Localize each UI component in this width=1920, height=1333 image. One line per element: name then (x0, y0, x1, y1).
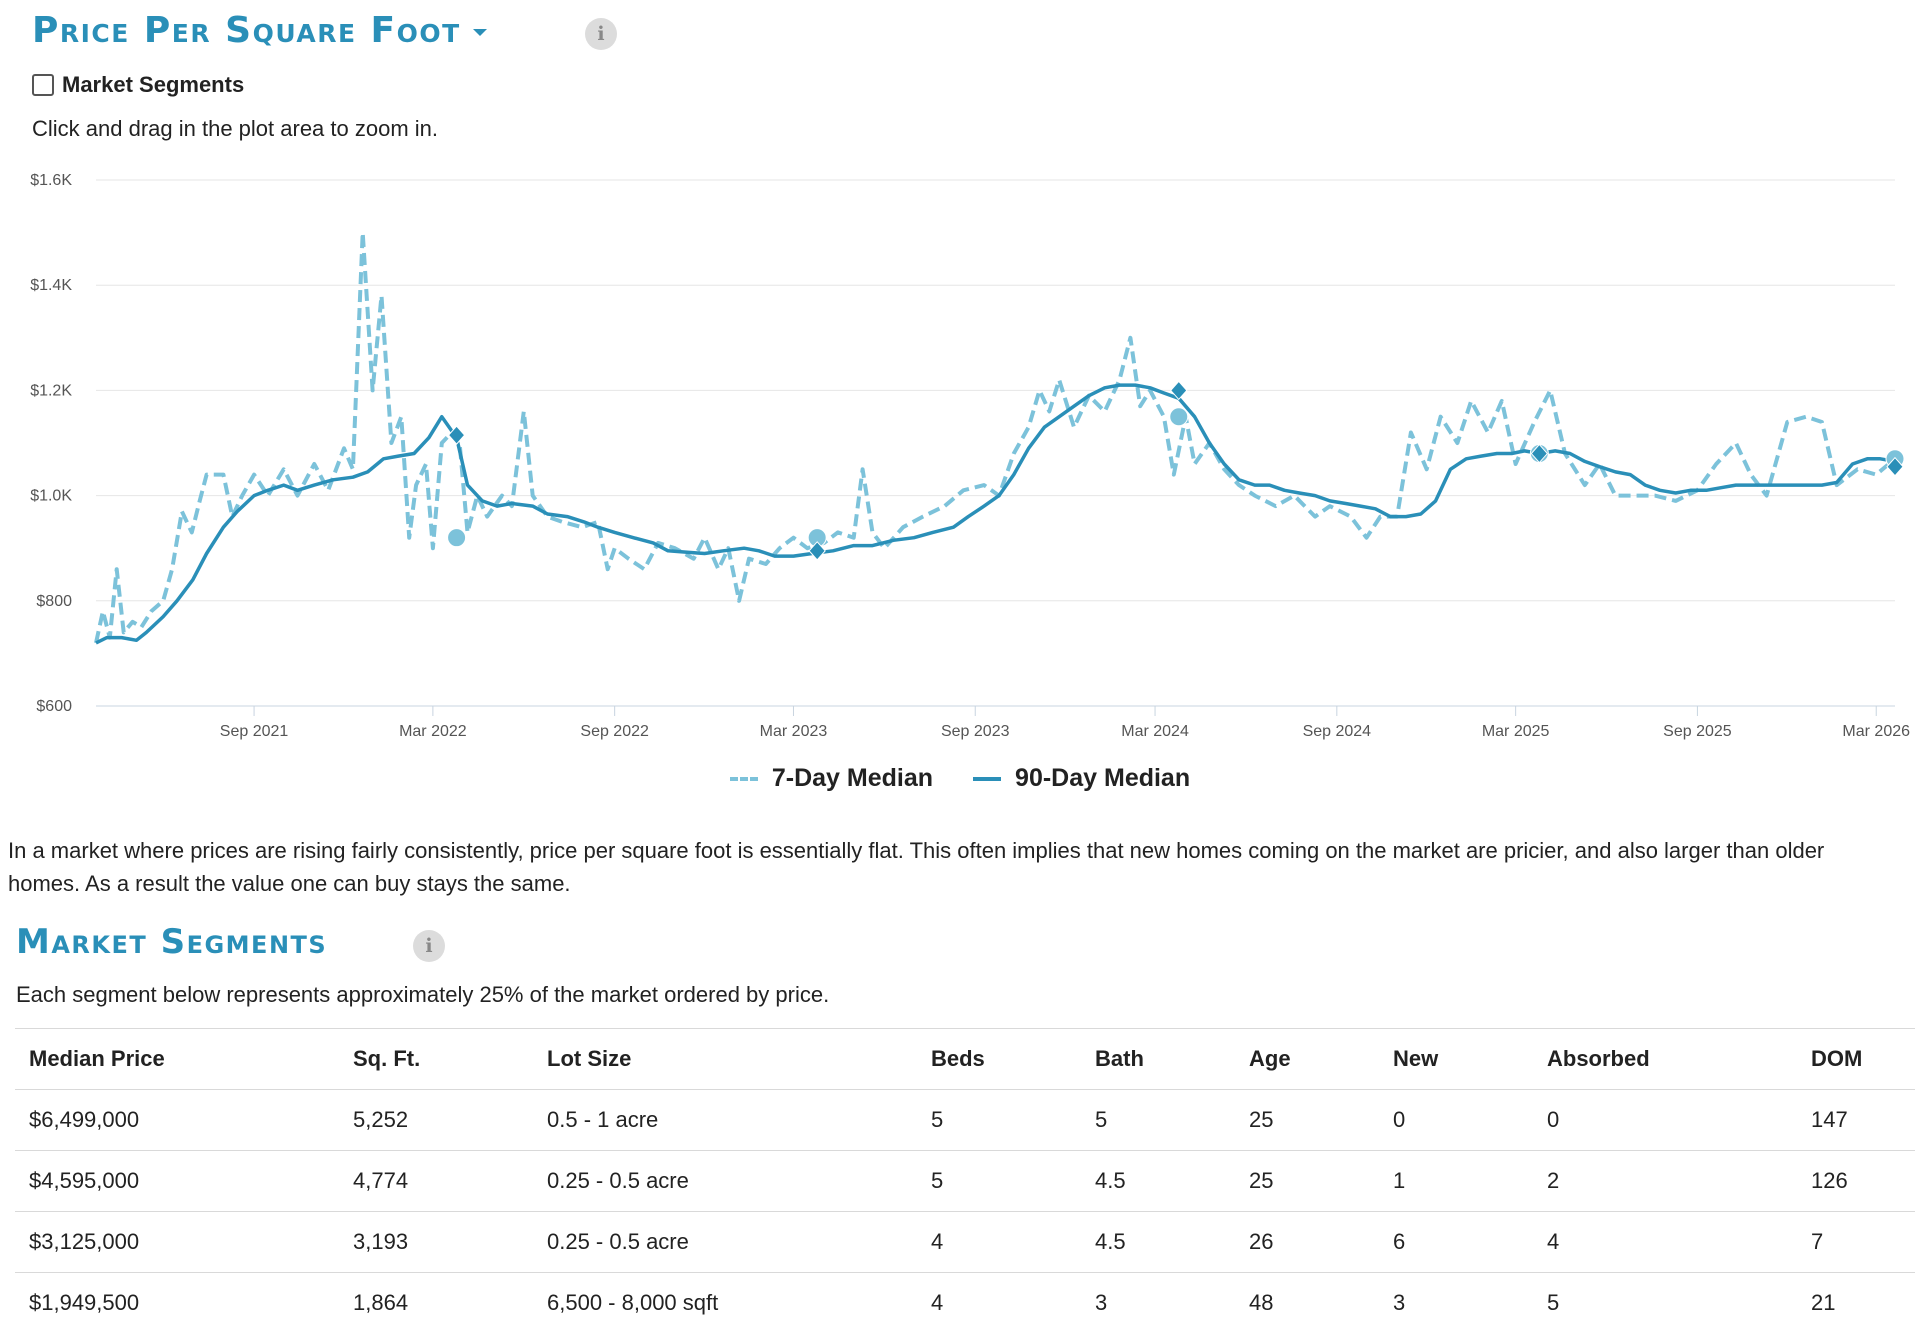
column-header: Absorbed (1533, 1029, 1797, 1090)
zoom-hint: Click and drag in the plot area to zoom … (32, 116, 438, 142)
legend-item-7-day-median[interactable]: 7-Day Median (730, 764, 933, 793)
x-tick-label: Sep 2025 (1663, 723, 1732, 740)
table-cell: 25 (1235, 1151, 1379, 1212)
table-cell: 5 (1081, 1090, 1235, 1151)
table-cell: 6 (1379, 1212, 1533, 1273)
table-cell: 4.5 (1081, 1212, 1235, 1273)
point-marker-7-day (448, 529, 466, 547)
y-tick-label: $600 (36, 698, 72, 715)
y-tick-label: $1.0K (30, 488, 72, 505)
market-segments-checkbox-label: Market Segments (62, 72, 244, 98)
segments-subtitle: Each segment below represents approximat… (16, 982, 829, 1008)
table-cell: 3 (1379, 1273, 1533, 1333)
table-cell: 3 (1081, 1273, 1235, 1333)
table-cell: 0.25 - 0.5 acre (533, 1151, 917, 1212)
segments-title: Market Segments (16, 922, 327, 962)
solid-line-swatch (973, 777, 1001, 781)
table-cell: $6,499,000 (15, 1090, 339, 1151)
column-header: Median Price (15, 1029, 339, 1090)
column-header: New (1379, 1029, 1533, 1090)
table-cell: $3,125,000 (15, 1212, 339, 1273)
price-per-sqft-chart[interactable]: $600 $800 $1.0K $1.2K $1.4K $1.6K Sep 2021 Mar … (0, 160, 1920, 760)
table-cell: 4 (1533, 1212, 1797, 1273)
table-cell: 6,500 - 8,000 sqft (533, 1273, 917, 1333)
chevron-down-icon (473, 29, 487, 36)
chart-description: In a market where prices are rising fair… (8, 834, 1888, 900)
table-cell: 48 (1235, 1273, 1379, 1333)
x-tick-label: Mar 2022 (399, 723, 467, 740)
table-cell: 4 (917, 1212, 1081, 1273)
dashed-line-swatch (730, 777, 758, 781)
x-tick-label: Mar 2025 (1482, 723, 1550, 740)
x-tick-label: Mar 2026 (1842, 723, 1910, 740)
table-cell: 21 (1797, 1273, 1915, 1333)
table-cell: 5 (917, 1151, 1081, 1212)
column-header: Sq. Ft. (339, 1029, 533, 1090)
column-header: Bath (1081, 1029, 1235, 1090)
table-cell: 1,864 (339, 1273, 533, 1333)
table-cell: 5 (917, 1090, 1081, 1151)
info-icon[interactable]: i (585, 18, 617, 50)
table-cell: $4,595,000 (15, 1151, 339, 1212)
y-tick-label: $1.4K (30, 277, 72, 294)
column-header: Age (1235, 1029, 1379, 1090)
table-cell: 0.25 - 0.5 acre (533, 1212, 917, 1273)
y-tick-label: $800 (36, 593, 72, 610)
column-header: DOM (1797, 1029, 1915, 1090)
market-segments-checkbox[interactable] (32, 74, 54, 96)
x-tick-label: Mar 2024 (1121, 723, 1189, 740)
point-marker-7-day (1170, 408, 1188, 426)
table-cell: 5 (1533, 1273, 1797, 1333)
table-cell: 0 (1533, 1090, 1797, 1151)
y-tick-label: $1.6K (30, 172, 72, 189)
x-tick-label: Sep 2024 (1303, 723, 1372, 740)
chart-title-text: Price Per Square Foot (32, 10, 461, 51)
table-header-row: Median Price Sq. Ft. Lot Size Beds Bath … (15, 1029, 1915, 1090)
table-cell: $1,949,500 (15, 1273, 339, 1333)
table-cell: 2 (1533, 1151, 1797, 1212)
market-segments-toggle[interactable]: Market Segments (32, 72, 244, 98)
column-header: Beds (917, 1029, 1081, 1090)
legend-label-90-day: 90-Day Median (1015, 764, 1190, 793)
chart-title-dropdown[interactable]: Price Per Square Foot (32, 10, 487, 51)
table-cell: 26 (1235, 1212, 1379, 1273)
series-line-90-day-median (96, 385, 1895, 643)
y-tick-label: $1.2K (30, 382, 72, 399)
series-line-7-day-median (96, 233, 1895, 643)
table-cell: 1 (1379, 1151, 1533, 1212)
table-cell: 7 (1797, 1212, 1915, 1273)
legend-item-90-day-median[interactable]: 90-Day Median (973, 764, 1190, 793)
info-icon[interactable]: i (413, 930, 445, 962)
table-cell: 147 (1797, 1090, 1915, 1151)
table-cell: 0.5 - 1 acre (533, 1090, 917, 1151)
x-tick-label: Mar 2023 (760, 723, 828, 740)
table-cell: 4,774 (339, 1151, 533, 1212)
table-cell: 5,252 (339, 1090, 533, 1151)
x-tick-label: Sep 2021 (220, 723, 289, 740)
legend-label-7-day: 7-Day Median (772, 764, 933, 793)
table-cell: 126 (1797, 1151, 1915, 1212)
x-tick-label: Sep 2023 (941, 723, 1010, 740)
table-cell: 0 (1379, 1090, 1533, 1151)
chart-legend: 7-Day Median 90-Day Median (0, 764, 1920, 793)
table-cell: 3,193 (339, 1212, 533, 1273)
table-cell: 4.5 (1081, 1151, 1235, 1212)
market-segments-table: Median Price Sq. Ft. Lot Size Beds Bath … (15, 1028, 1915, 1333)
column-header: Lot Size (533, 1029, 917, 1090)
x-tick-label: Sep 2022 (580, 723, 649, 740)
table-cell: 25 (1235, 1090, 1379, 1151)
table-cell: 4 (917, 1273, 1081, 1333)
